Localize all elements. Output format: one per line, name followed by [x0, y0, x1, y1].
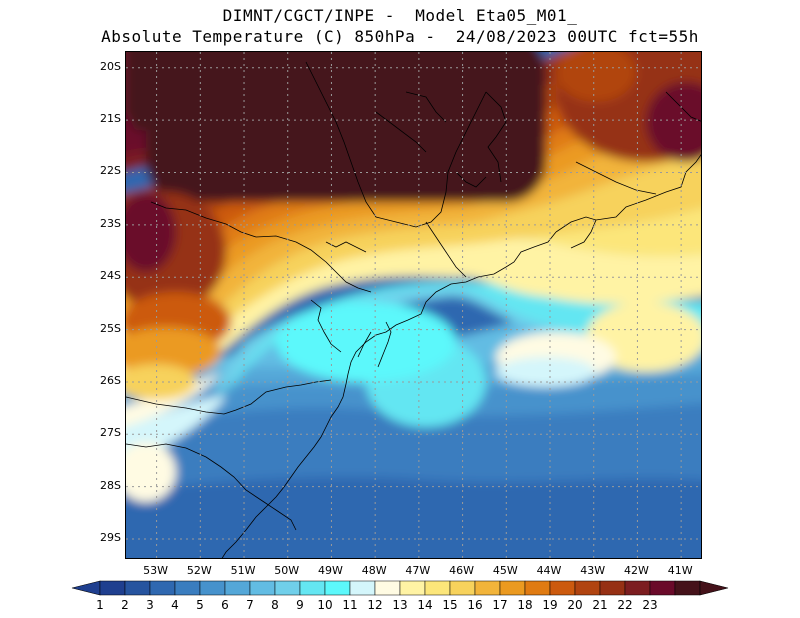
colorbar-arrow-left: [71, 580, 101, 596]
colorbar-label: 12: [367, 598, 383, 612]
colorbar-label: 23: [642, 598, 658, 612]
colorbar-label: 7: [246, 598, 254, 612]
colorbar-label: 18: [517, 598, 533, 612]
lon-label: 52W: [186, 564, 212, 577]
colorbar-segment: [649, 580, 676, 596]
lon-label: 49W: [318, 564, 343, 577]
colorbar-label: 11: [342, 598, 358, 612]
lon-label: 43W: [580, 564, 606, 577]
colorbar-label: 4: [171, 598, 179, 612]
colorbar-segment: [374, 580, 401, 596]
lat-label: 25S: [100, 321, 121, 335]
colorbar-segment: [524, 580, 551, 596]
colorbar-segment: [624, 580, 651, 596]
colorbar-label: 22: [617, 598, 633, 612]
lon-label: 48W: [361, 564, 387, 577]
temperature-map: [125, 51, 702, 559]
colorbar-segment: [224, 580, 251, 596]
colorbar-label: 5: [196, 598, 204, 612]
lon-label: 46W: [449, 564, 475, 577]
colorbar-segment: [124, 580, 151, 596]
colorbar-label: 3: [146, 598, 154, 612]
lat-label: 28S: [100, 478, 121, 492]
colorbar-label: 16: [467, 598, 483, 612]
lat-label: 29S: [100, 531, 121, 545]
lat-label: 26S: [100, 373, 121, 387]
lat-label: 27S: [100, 426, 121, 440]
lon-label: 50W: [274, 564, 300, 577]
colorbar-segment: [274, 580, 301, 596]
colorbar-segment: [449, 580, 476, 596]
colorbar-label: 21: [592, 598, 608, 612]
colorbar-label: 10: [317, 598, 333, 612]
colorbar: [71, 580, 729, 596]
colorbar-segment: [249, 580, 276, 596]
colorbar-segment: [99, 580, 126, 596]
colorbar-label: 8: [271, 598, 279, 612]
lat-label: 21S: [100, 112, 121, 126]
colorbar-label: 9: [296, 598, 304, 612]
lat-label: 20S: [100, 59, 121, 73]
lon-label: 53W: [143, 564, 169, 577]
colorbar-segment: [324, 580, 351, 596]
colorbar-label: 20: [567, 598, 583, 612]
colorbar-label: 17: [492, 598, 508, 612]
colorbar-segment: [549, 580, 576, 596]
colorbar-segment: [399, 580, 426, 596]
colorbar-segment: [674, 580, 701, 596]
lon-label: 45W: [492, 564, 518, 577]
lat-label: 24S: [100, 269, 121, 283]
colorbar-label: 1: [96, 598, 104, 612]
colorbar-label: 13: [392, 598, 408, 612]
lon-label: 41W: [667, 564, 693, 577]
colorbar-label: 6: [221, 598, 229, 612]
lat-label: 23S: [100, 216, 121, 230]
lon-label: 44W: [536, 564, 562, 577]
colorbar-label: 19: [542, 598, 558, 612]
colorbar-segment: [574, 580, 601, 596]
colorbar-segment: [599, 580, 626, 596]
lon-label: 47W: [405, 564, 431, 577]
temperature-field: [126, 52, 701, 558]
colorbar-segment: [299, 580, 326, 596]
colorbar-segment: [199, 580, 226, 596]
colorbar-segment: [474, 580, 501, 596]
colorbar-segment: [349, 580, 376, 596]
title-line-1: DIMNT/CGCT/INPE - Model Eta05_M01_: [222, 6, 578, 25]
colorbar-segment: [149, 580, 176, 596]
lat-label: 22S: [100, 164, 121, 178]
map-gridlines: [126, 52, 701, 558]
colorbar-label: 14: [417, 598, 433, 612]
colorbar-arrow-right: [699, 580, 729, 596]
colorbar-segment: [174, 580, 201, 596]
lon-label: 51W: [230, 564, 256, 577]
colorbar-label: 15: [442, 598, 458, 612]
lon-label: 42W: [623, 564, 649, 577]
colorbar-segment: [424, 580, 451, 596]
colorbar-segment: [499, 580, 526, 596]
title-line-2: Absolute Temperature (C) 850hPa - 24/08/…: [101, 27, 699, 46]
colorbar-label: 2: [121, 598, 129, 612]
